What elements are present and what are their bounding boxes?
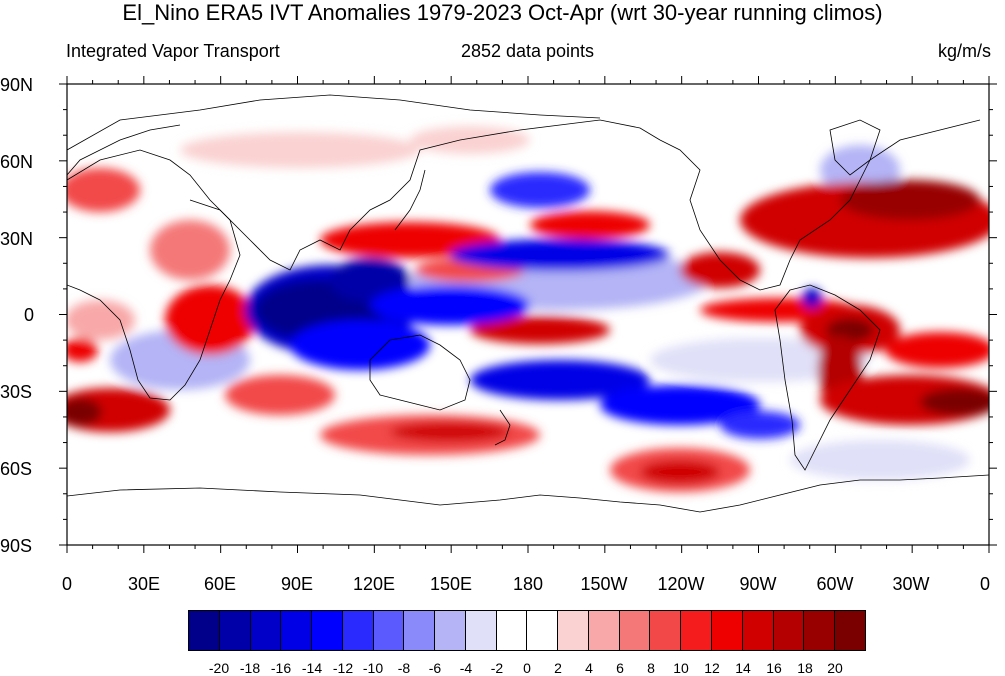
colorbar-label: -20 (208, 660, 230, 676)
lon-label: 0 (979, 574, 990, 594)
colorbar-label: -4 (459, 660, 473, 676)
colorbar-cell (189, 611, 220, 650)
colorbar-cell (465, 611, 497, 650)
lon-label: 0 (61, 574, 72, 594)
colorbar-cell (219, 611, 251, 650)
lon-label: 150E (429, 574, 473, 594)
colorbar-label: -18 (239, 660, 261, 676)
colorbar-cell (650, 611, 682, 650)
lat-label: 90N (0, 75, 34, 95)
colorbar-cell (281, 611, 313, 650)
lon-label: 150W (580, 574, 628, 594)
lon-label: 30W (892, 574, 930, 594)
lon-label: 90E (280, 574, 314, 594)
colorbar-cell (619, 611, 651, 650)
colorbar-cell (250, 611, 282, 650)
colorbar (188, 610, 866, 651)
lon-label: 90W (739, 574, 777, 594)
colorbar-cell (742, 611, 774, 650)
lat-label: 30N (0, 229, 34, 249)
colorbar-label: -16 (270, 660, 292, 676)
colorbar-cell (804, 611, 836, 650)
colorbar-label: 6 (616, 660, 624, 676)
data-points-label: 2852 data points (460, 41, 595, 61)
colorbar-label: 18 (797, 660, 813, 676)
axis-ticks (59, 76, 997, 553)
anomaly-field (67, 84, 989, 545)
lat-label: 0 (24, 305, 35, 325)
lon-label: 180 (512, 574, 544, 594)
units-label: kg/m/s (937, 41, 991, 61)
colorbar-label: -6 (428, 660, 442, 676)
colorbar-cell (773, 611, 805, 650)
chart-title: El_Nino ERA5 IVT Anomalies 1979-2023 Oct… (122, 0, 883, 25)
colorbar-label: -8 (397, 660, 411, 676)
colorbar-cell (342, 611, 374, 650)
lon-label: 120W (657, 574, 705, 594)
colorbar-cell (312, 611, 343, 650)
colorbar-label: -14 (301, 660, 323, 676)
lat-label: 90S (0, 536, 33, 556)
colorbar-cell (404, 611, 436, 650)
lat-label: 60S (0, 459, 33, 479)
coastlines (67, 94, 989, 513)
colorbar-label: 8 (647, 660, 655, 676)
colorbar-cell (496, 611, 528, 650)
colorbar-label: -2 (490, 660, 504, 676)
lon-label: 60E (203, 574, 237, 594)
colorbar-cell (712, 611, 743, 650)
colorbar-label: 4 (585, 660, 593, 676)
colorbar-label: 10 (673, 660, 689, 676)
colorbar-cell (373, 611, 405, 650)
colorbar-label: 20 (827, 660, 843, 676)
colorbar-cell (835, 611, 865, 650)
colorbar-label: -12 (332, 660, 354, 676)
colorbar-label: 0 (523, 660, 531, 676)
colorbar-label: 16 (766, 660, 782, 676)
colorbar-label: -10 (362, 660, 384, 676)
variable-label: Integrated Vapor Transport (66, 41, 280, 61)
colorbar-label: 12 (704, 660, 720, 676)
colorbar-label: 14 (735, 660, 751, 676)
colorbar-cell (558, 611, 589, 650)
lon-label: 60W (816, 574, 854, 594)
lat-label: 60N (0, 152, 34, 172)
colorbar-cell (681, 611, 713, 650)
colorbar-label: 2 (554, 660, 562, 676)
colorbar-cell (588, 611, 620, 650)
colorbar-cell (527, 611, 559, 650)
lon-label: 30E (127, 574, 161, 594)
lat-label: 30S (0, 382, 33, 402)
colorbar-cell (435, 611, 466, 650)
lon-label: 120E (352, 574, 396, 594)
